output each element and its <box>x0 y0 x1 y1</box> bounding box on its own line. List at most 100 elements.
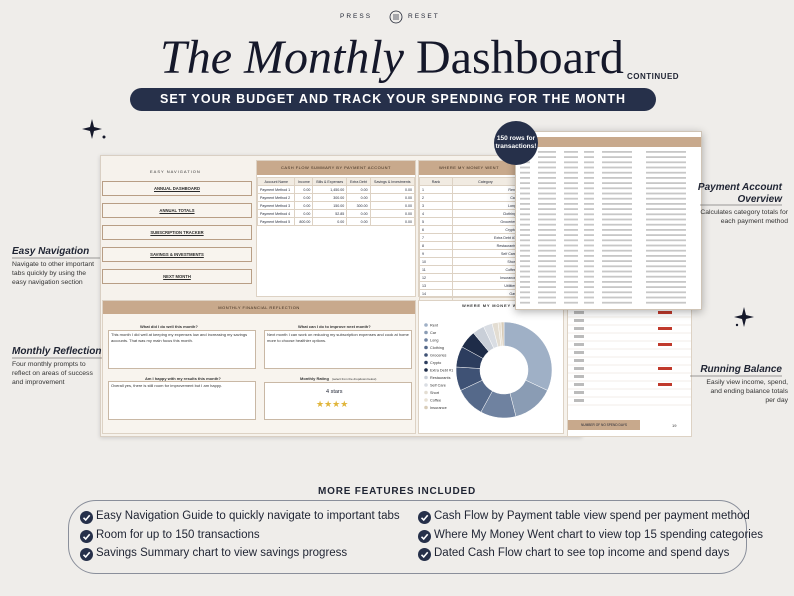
placeholder <box>584 218 594 221</box>
placeholder <box>538 192 556 195</box>
placeholder <box>602 301 632 304</box>
placeholder <box>564 255 578 257</box>
balance-rows <box>568 308 691 406</box>
placeholder <box>564 296 578 299</box>
placeholder <box>538 166 556 169</box>
placeholder <box>538 171 556 174</box>
legend-label: Short <box>430 391 440 395</box>
legend-swatch <box>424 368 428 372</box>
brand-left: PRESS <box>340 13 373 20</box>
placeholder <box>564 151 578 153</box>
callout-text: Navigate to other important tabs quickly… <box>12 261 94 286</box>
placeholder <box>538 255 556 257</box>
check-icon <box>418 511 431 524</box>
placeholder <box>520 177 530 179</box>
placeholder <box>646 244 686 247</box>
transaction-rows <box>516 137 701 304</box>
placeholder <box>646 265 686 268</box>
feature-text: Cash Flow by Payment table view spend pe… <box>434 510 750 522</box>
callout-title: Monthly Reflection <box>12 346 102 357</box>
check <box>420 533 429 540</box>
legend-label: Restaurants <box>430 376 451 380</box>
check <box>82 514 91 522</box>
callout-title: Running Balance <box>700 364 782 375</box>
placeholder <box>602 187 632 190</box>
placeholder <box>646 229 686 231</box>
placeholder <box>602 296 632 299</box>
placeholder <box>564 239 578 242</box>
money-panel: WHERE MY MONEY WENT Rank Category 1 Rent 2 Ca… <box>418 160 520 306</box>
check-icon <box>80 511 93 524</box>
legend-label: Groceries <box>430 353 447 357</box>
placeholder <box>564 208 578 210</box>
placeholder <box>538 229 556 231</box>
legend-label: Extra Debt #1 <box>430 368 453 372</box>
placeholder <box>538 234 556 236</box>
nav-button[interactable]: SAVINGS & INVESTMENTS <box>102 247 252 262</box>
legend-swatch <box>424 383 428 387</box>
placeholder <box>584 281 594 283</box>
placeholder <box>646 301 686 304</box>
nav-button[interactable]: NEXT MONTH <box>102 269 252 284</box>
features-title: MORE FEATURES INCLUDED <box>318 486 476 497</box>
placeholder <box>564 223 578 226</box>
placeholder <box>538 265 556 268</box>
banner: SET YOUR BUDGET AND TRACK YOUR SPENDING … <box>130 88 656 111</box>
placeholder <box>538 270 556 273</box>
placeholder <box>584 296 594 299</box>
placeholder <box>538 197 556 200</box>
sparkle <box>734 307 754 327</box>
legend-label: Car <box>430 331 437 335</box>
callout-text: Four monthly prompts to reflect on areas… <box>12 361 93 386</box>
legend-swatch <box>424 345 428 350</box>
placeholder <box>584 177 594 179</box>
check-icon <box>418 529 431 543</box>
placeholder <box>564 213 578 216</box>
feature-text: Savings Summary chart to view savings pr… <box>96 547 348 559</box>
placeholder <box>538 161 556 164</box>
placeholder <box>646 182 686 184</box>
placeholder <box>520 187 530 190</box>
money-title: WHERE MY MONEY WENT <box>419 161 519 175</box>
placeholder <box>584 197 594 200</box>
placeholder <box>602 182 632 184</box>
placeholder <box>646 255 686 257</box>
placeholder <box>602 156 632 158</box>
placeholder <box>602 218 632 221</box>
reflection-title: MONTHLY FINANCIAL REFLECTION <box>103 301 415 314</box>
placeholder <box>602 197 632 200</box>
placeholder <box>646 275 686 278</box>
placeholder <box>564 156 578 158</box>
rating-box <box>264 382 412 420</box>
callout-title: Easy Navigation <box>12 246 90 257</box>
legend-label: Coffee <box>430 398 441 402</box>
placeholder <box>602 260 632 262</box>
legend-swatch <box>424 390 428 395</box>
brand-right: RESET <box>408 13 440 20</box>
placeholder <box>602 291 632 294</box>
placeholder <box>538 249 556 252</box>
nav-button[interactable]: SUBSCRIPTION TRACKER <box>102 225 252 240</box>
placeholder <box>538 239 556 242</box>
row: Payment Method 5 800.00 0.00 0.00 0.00 <box>256 217 416 226</box>
no-spend-value: 19 <box>672 423 677 428</box>
placeholder <box>602 270 632 273</box>
placeholder <box>564 286 578 288</box>
legend-swatch <box>424 323 428 327</box>
check-icon <box>80 548 93 561</box>
donut-chart: Rent Car Long Clothing Groceries Crypto Extra … <box>424 321 553 419</box>
nav-button[interactable]: ANNUAL TOTALS <box>102 203 252 218</box>
placeholder <box>646 286 686 288</box>
placeholder <box>646 213 686 216</box>
legend-swatch <box>424 353 428 357</box>
legend-swatch <box>424 360 428 365</box>
legend-label: Insurance <box>430 406 447 410</box>
placeholder <box>646 270 686 273</box>
cell: 0.00 <box>369 217 416 226</box>
placeholder <box>538 296 556 299</box>
row: Payment Method 2 0.00 300.00 0.00 0.00 <box>256 193 416 202</box>
nav-button[interactable]: ANNUAL DASHBOARD <box>102 181 252 196</box>
placeholder <box>646 177 686 179</box>
feature-text: Easy Navigation Guide to quickly navigat… <box>96 510 400 522</box>
